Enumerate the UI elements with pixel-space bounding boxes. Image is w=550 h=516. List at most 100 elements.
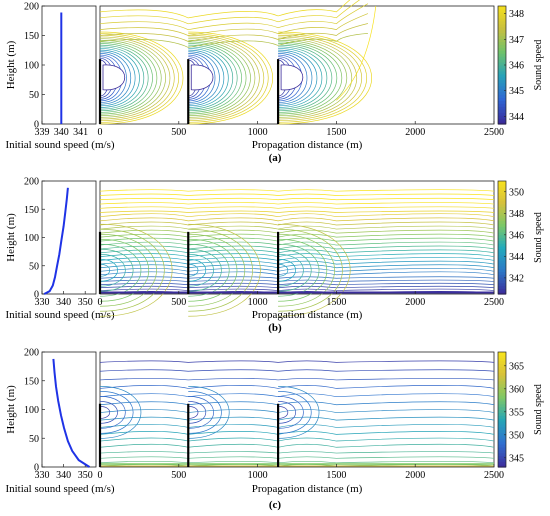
field-contour-line <box>99 206 495 209</box>
colorbar-segment <box>498 206 506 210</box>
field-contour-line <box>188 33 269 123</box>
field-xtick-label: 2500 <box>484 470 504 481</box>
colorbar-segment <box>498 62 506 66</box>
colorbar-segment <box>498 375 506 379</box>
field-contour-core <box>280 64 304 91</box>
colorbar-segment <box>498 357 506 362</box>
colorbar-segment <box>498 11 506 16</box>
colorbar-segment <box>498 234 506 239</box>
profile-ylabel: Height (m) <box>5 40 17 89</box>
colorbar-segment <box>498 214 506 219</box>
profile-ytick-label: 50 <box>29 261 39 272</box>
field-contour-line <box>99 386 142 439</box>
colorbar-segment <box>498 421 506 425</box>
field-contour-line <box>99 391 134 434</box>
colorbar-tick-label: 350 <box>509 187 524 198</box>
colorbar-segment <box>498 389 506 393</box>
colorbar-segment <box>498 50 506 54</box>
colorbar-segment <box>498 231 506 236</box>
colorbar-segment <box>498 360 506 365</box>
field-contour-line <box>188 391 222 434</box>
colorbar-segment <box>498 245 506 250</box>
field-contour-line <box>188 34 264 122</box>
field-contour-line <box>99 213 495 218</box>
colorbar-segment <box>498 243 506 247</box>
field-contour-line <box>188 51 220 105</box>
field-contour-line <box>99 0 351 19</box>
colorbar-segment <box>498 67 506 72</box>
profile-line <box>43 187 69 295</box>
field-contour-line <box>278 46 328 110</box>
colorbar-segment <box>498 251 506 256</box>
field-contour-line <box>188 406 199 419</box>
colorbar-tick-label: 355 <box>509 407 524 418</box>
field-contour-line <box>99 41 157 115</box>
field-contour-line <box>278 233 335 307</box>
colorbar-segment <box>498 398 506 402</box>
colorbar-tick-label: 346 <box>509 230 524 241</box>
colorbar-segment <box>498 192 506 196</box>
field-contour-line <box>278 253 304 287</box>
profile-ytick-label: 100 <box>24 61 39 72</box>
colorbar-segment <box>498 76 506 81</box>
field-contour-line <box>278 33 367 123</box>
colorbar-segment <box>498 195 506 199</box>
colorbar-segment <box>498 70 506 75</box>
colorbar-segment <box>498 369 506 373</box>
colorbar-segment <box>498 65 506 69</box>
colorbar-tick-label: 348 <box>509 9 524 20</box>
colorbar-segment <box>498 212 506 216</box>
colorbar-segment <box>498 435 506 439</box>
colorbar-tick-label: 360 <box>509 384 524 395</box>
colorbar-segment <box>498 380 506 385</box>
field-contour-line <box>99 33 368 48</box>
profile-xtick-label: 340 <box>54 127 69 138</box>
colorbar-segment <box>498 109 506 113</box>
field-contour-line <box>99 189 495 192</box>
field-contour-line <box>278 391 312 434</box>
field-contour-line <box>99 13 369 36</box>
colorbar-segment <box>498 32 506 37</box>
field-contour-line <box>188 243 230 297</box>
field-contour-line <box>278 51 313 105</box>
field-contour-line <box>188 44 238 112</box>
field-xtick-label: 1500 <box>326 297 346 308</box>
colorbar-segment <box>498 432 506 436</box>
profile-xlabel: Initial sound speed (m/s) <box>5 483 114 495</box>
field-axes-box <box>99 5 495 125</box>
field-contour-line <box>99 31 184 125</box>
colorbar-segment <box>498 6 506 10</box>
field-contour-line <box>188 41 247 115</box>
field-contour-line <box>188 36 260 120</box>
profile-axes-box <box>41 180 97 295</box>
colorbar-frame <box>497 180 507 295</box>
colorbar-segment <box>498 254 506 258</box>
field-contour-line <box>188 386 230 439</box>
field-contour-line <box>336 5 377 101</box>
colorbar-segment <box>498 277 506 281</box>
colorbar-tick-label: 345 <box>509 453 524 464</box>
profile-xtick-label: 340 <box>56 470 71 481</box>
profile-xtick-label: 339 <box>35 127 50 138</box>
colorbar-segment <box>498 26 506 31</box>
colorbar-segment <box>498 240 506 244</box>
colorbar-segment <box>498 17 506 22</box>
field-contour-line <box>99 39 162 117</box>
colorbar-segment <box>498 458 506 462</box>
colorbar-tick-label: 346 <box>509 61 524 72</box>
field-contour-line <box>99 36 171 120</box>
field-contour-line <box>278 48 323 108</box>
field-contours <box>99 0 377 125</box>
colorbar-tick-label: 344 <box>509 112 524 123</box>
profile-ytick-label: 100 <box>24 405 39 416</box>
colorbar-tick-label: 347 <box>509 35 524 46</box>
colorbar-segment <box>498 262 506 267</box>
profile-ytick-label: 150 <box>24 31 39 42</box>
colorbar-tick-label: 365 <box>509 361 524 372</box>
profile-xlabel: Initial sound speed (m/s) <box>5 309 114 321</box>
colorbar-segment <box>498 271 506 275</box>
field-contour-line <box>99 406 111 419</box>
profile-line <box>52 358 91 468</box>
profile-ytick-label: 50 <box>29 90 39 101</box>
colorbar-segment <box>498 97 506 101</box>
